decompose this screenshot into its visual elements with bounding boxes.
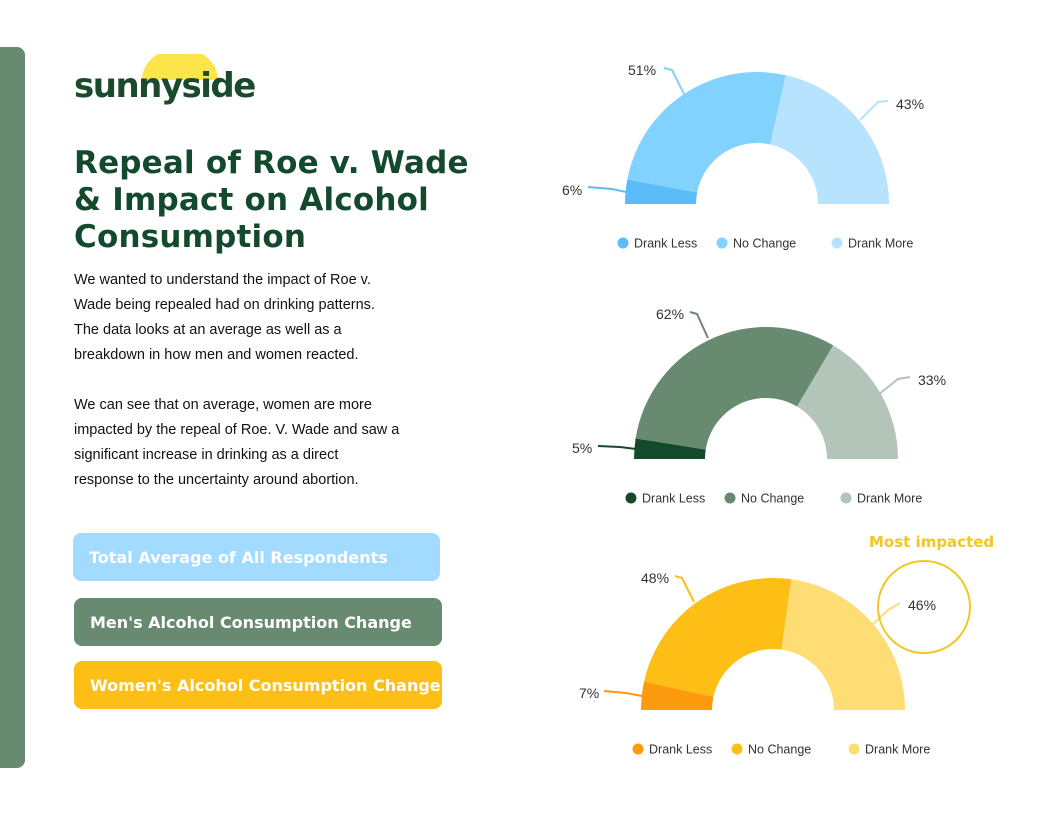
finding-paragraph: We can see that on average, women are mo… <box>74 397 400 488</box>
legend-swatch <box>848 743 860 755</box>
slice-no-change <box>627 72 786 193</box>
slice-drank-more <box>781 579 905 710</box>
legend-swatch <box>716 237 728 249</box>
half-donut-chart-2: 5% 62% 33% Drank Less No Change Drank More <box>572 306 946 506</box>
slice-drank-less <box>641 681 714 710</box>
leader-line <box>871 602 901 626</box>
legend-swatch <box>625 492 637 504</box>
data-label: 48% <box>641 570 669 586</box>
half-donut-chart-1: 6% 51% 43% Drank Less No Change Drank More <box>562 62 924 251</box>
legend-swatch <box>617 237 629 249</box>
leader-line <box>603 690 643 697</box>
sidebar-accent <box>0 47 25 768</box>
leader-line <box>689 311 709 339</box>
legend-swatch <box>632 743 644 755</box>
page-title: Repeal of Roe v. Wade & Impact on Alcoho… <box>74 145 469 255</box>
leader-line <box>663 67 685 95</box>
legend-label: Drank More <box>857 492 922 506</box>
data-label: 5% <box>572 440 592 456</box>
half-donut-chart-3: 7% 48% 46% Drank Less No Change Drank More Mos… <box>579 533 994 757</box>
legend-label: No Change <box>733 237 796 251</box>
legend-label: Drank More <box>848 237 913 251</box>
men-consumption-button[interactable]: Men's Alcohol Consumption Change <box>74 598 442 646</box>
slice-drank-less <box>625 179 698 204</box>
legend-swatch <box>831 237 843 249</box>
legend-label: Drank Less <box>634 237 697 251</box>
leader-line <box>877 376 911 396</box>
leader-line <box>674 575 695 603</box>
total-average-button[interactable]: Total Average of All Respondents <box>73 533 440 581</box>
legend-swatch <box>724 492 736 504</box>
women-consumption-button[interactable]: Women's Alcohol Consumption Change <box>74 661 442 709</box>
data-label: 46% <box>908 597 936 613</box>
data-label: 43% <box>896 96 924 112</box>
leader-line <box>859 100 889 121</box>
most-impacted-label: Most impacted <box>869 533 994 551</box>
intro-paragraph: We wanted to understand the impact of Ro… <box>74 272 375 363</box>
data-label: 7% <box>579 685 599 701</box>
data-label: 6% <box>562 182 582 198</box>
legend-label: Drank More <box>865 743 930 757</box>
data-label: 62% <box>656 306 684 322</box>
legend-label: No Change <box>748 743 811 757</box>
slice-no-change <box>644 578 792 697</box>
legend-label: Drank Less <box>649 743 712 757</box>
slice-drank-less <box>634 438 706 459</box>
slice-drank-more <box>797 345 898 459</box>
leader-line <box>597 445 637 450</box>
highlight-ring <box>877 560 971 654</box>
leader-line <box>587 186 627 193</box>
sunnyside-logo: sunnyside <box>74 54 256 110</box>
brand-name: sunnyside <box>74 66 256 106</box>
sun-icon <box>142 54 218 80</box>
legend-label: No Change <box>741 492 804 506</box>
legend-swatch <box>731 743 743 755</box>
legend-label: Drank Less <box>642 492 705 506</box>
legend-swatch <box>840 492 852 504</box>
slice-no-change <box>635 327 834 450</box>
data-label: 51% <box>628 62 656 78</box>
data-label: 33% <box>918 372 946 388</box>
slice-drank-more <box>770 75 889 204</box>
